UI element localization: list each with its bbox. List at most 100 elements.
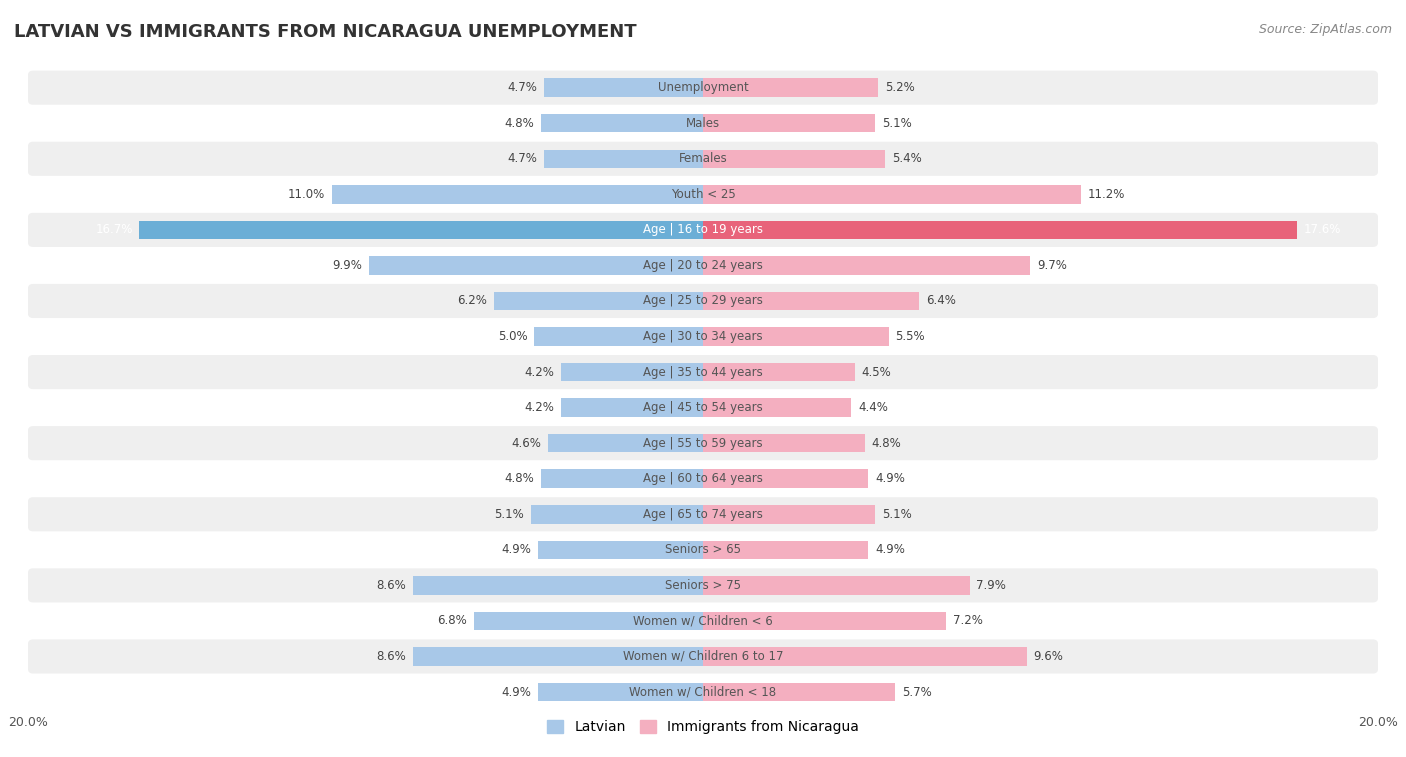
FancyBboxPatch shape bbox=[28, 355, 1378, 389]
Text: Youth < 25: Youth < 25 bbox=[671, 188, 735, 201]
FancyBboxPatch shape bbox=[28, 319, 1378, 354]
Text: Age | 25 to 29 years: Age | 25 to 29 years bbox=[643, 294, 763, 307]
FancyBboxPatch shape bbox=[28, 391, 1378, 425]
Text: Age | 45 to 54 years: Age | 45 to 54 years bbox=[643, 401, 763, 414]
Text: 4.6%: 4.6% bbox=[512, 437, 541, 450]
Bar bbox=[703, 79, 879, 97]
Bar bbox=[494, 291, 703, 310]
Text: Age | 20 to 24 years: Age | 20 to 24 years bbox=[643, 259, 763, 272]
Bar bbox=[561, 363, 703, 382]
Text: 7.2%: 7.2% bbox=[953, 615, 983, 628]
Bar bbox=[703, 256, 1031, 275]
Bar bbox=[703, 683, 896, 701]
Legend: Latvian, Immigrants from Nicaragua: Latvian, Immigrants from Nicaragua bbox=[541, 715, 865, 740]
Bar bbox=[703, 647, 1026, 665]
Text: Women w/ Children 6 to 17: Women w/ Children 6 to 17 bbox=[623, 650, 783, 663]
Text: 5.5%: 5.5% bbox=[896, 330, 925, 343]
Text: Women w/ Children < 18: Women w/ Children < 18 bbox=[630, 686, 776, 699]
FancyBboxPatch shape bbox=[28, 70, 1378, 104]
Text: 5.1%: 5.1% bbox=[882, 508, 911, 521]
Text: Age | 30 to 34 years: Age | 30 to 34 years bbox=[643, 330, 763, 343]
Text: 9.7%: 9.7% bbox=[1038, 259, 1067, 272]
Text: 11.0%: 11.0% bbox=[288, 188, 325, 201]
Text: 4.4%: 4.4% bbox=[858, 401, 889, 414]
Text: 4.7%: 4.7% bbox=[508, 81, 537, 94]
Bar bbox=[531, 505, 703, 524]
FancyBboxPatch shape bbox=[28, 426, 1378, 460]
Text: Unemployment: Unemployment bbox=[658, 81, 748, 94]
Bar bbox=[544, 79, 703, 97]
Text: Age | 35 to 44 years: Age | 35 to 44 years bbox=[643, 366, 763, 378]
Text: 4.8%: 4.8% bbox=[505, 117, 534, 129]
Text: Females: Females bbox=[679, 152, 727, 165]
Text: 11.2%: 11.2% bbox=[1088, 188, 1125, 201]
Bar bbox=[703, 327, 889, 346]
Bar bbox=[474, 612, 703, 630]
Text: 7.9%: 7.9% bbox=[976, 579, 1007, 592]
Bar bbox=[548, 434, 703, 453]
Text: LATVIAN VS IMMIGRANTS FROM NICARAGUA UNEMPLOYMENT: LATVIAN VS IMMIGRANTS FROM NICARAGUA UNE… bbox=[14, 23, 637, 41]
Text: Males: Males bbox=[686, 117, 720, 129]
Text: 4.8%: 4.8% bbox=[505, 472, 534, 485]
Text: Age | 16 to 19 years: Age | 16 to 19 years bbox=[643, 223, 763, 236]
Text: 4.7%: 4.7% bbox=[508, 152, 537, 165]
Text: Age | 65 to 74 years: Age | 65 to 74 years bbox=[643, 508, 763, 521]
Text: 6.2%: 6.2% bbox=[457, 294, 486, 307]
Bar bbox=[703, 434, 865, 453]
Text: Women w/ Children < 6: Women w/ Children < 6 bbox=[633, 615, 773, 628]
Bar bbox=[703, 185, 1081, 204]
Text: 5.4%: 5.4% bbox=[891, 152, 922, 165]
FancyBboxPatch shape bbox=[28, 569, 1378, 603]
Bar bbox=[703, 220, 1296, 239]
Bar bbox=[534, 327, 703, 346]
FancyBboxPatch shape bbox=[28, 533, 1378, 567]
Text: Source: ZipAtlas.com: Source: ZipAtlas.com bbox=[1258, 23, 1392, 36]
Text: 16.7%: 16.7% bbox=[96, 223, 132, 236]
FancyBboxPatch shape bbox=[28, 284, 1378, 318]
Bar bbox=[703, 576, 970, 594]
FancyBboxPatch shape bbox=[28, 142, 1378, 176]
Text: 4.9%: 4.9% bbox=[875, 544, 905, 556]
Text: Seniors > 65: Seniors > 65 bbox=[665, 544, 741, 556]
Bar bbox=[332, 185, 703, 204]
Bar bbox=[703, 540, 869, 559]
Text: 6.8%: 6.8% bbox=[437, 615, 467, 628]
Bar bbox=[703, 505, 875, 524]
Text: 4.5%: 4.5% bbox=[862, 366, 891, 378]
Text: 4.9%: 4.9% bbox=[501, 544, 531, 556]
Text: 8.6%: 8.6% bbox=[377, 650, 406, 663]
Bar bbox=[139, 220, 703, 239]
Text: 9.9%: 9.9% bbox=[332, 259, 363, 272]
Text: 4.2%: 4.2% bbox=[524, 366, 554, 378]
Bar bbox=[413, 576, 703, 594]
FancyBboxPatch shape bbox=[28, 106, 1378, 140]
Text: Seniors > 75: Seniors > 75 bbox=[665, 579, 741, 592]
Text: 9.6%: 9.6% bbox=[1033, 650, 1063, 663]
Bar bbox=[703, 398, 852, 417]
FancyBboxPatch shape bbox=[28, 604, 1378, 638]
Bar bbox=[541, 469, 703, 488]
Bar bbox=[703, 363, 855, 382]
Text: 5.1%: 5.1% bbox=[882, 117, 911, 129]
Text: 4.9%: 4.9% bbox=[875, 472, 905, 485]
Bar bbox=[561, 398, 703, 417]
Text: 5.1%: 5.1% bbox=[495, 508, 524, 521]
Text: 5.0%: 5.0% bbox=[498, 330, 527, 343]
Bar bbox=[537, 683, 703, 701]
Bar bbox=[413, 647, 703, 665]
Text: Age | 55 to 59 years: Age | 55 to 59 years bbox=[643, 437, 763, 450]
Bar bbox=[703, 469, 869, 488]
FancyBboxPatch shape bbox=[28, 213, 1378, 247]
FancyBboxPatch shape bbox=[28, 177, 1378, 211]
Bar bbox=[368, 256, 703, 275]
Bar bbox=[703, 114, 875, 132]
Bar bbox=[703, 150, 886, 168]
FancyBboxPatch shape bbox=[28, 640, 1378, 674]
Bar bbox=[544, 150, 703, 168]
Text: 8.6%: 8.6% bbox=[377, 579, 406, 592]
Bar bbox=[703, 291, 920, 310]
Text: 5.7%: 5.7% bbox=[903, 686, 932, 699]
Bar bbox=[537, 540, 703, 559]
Text: 17.6%: 17.6% bbox=[1303, 223, 1341, 236]
Text: 6.4%: 6.4% bbox=[925, 294, 956, 307]
